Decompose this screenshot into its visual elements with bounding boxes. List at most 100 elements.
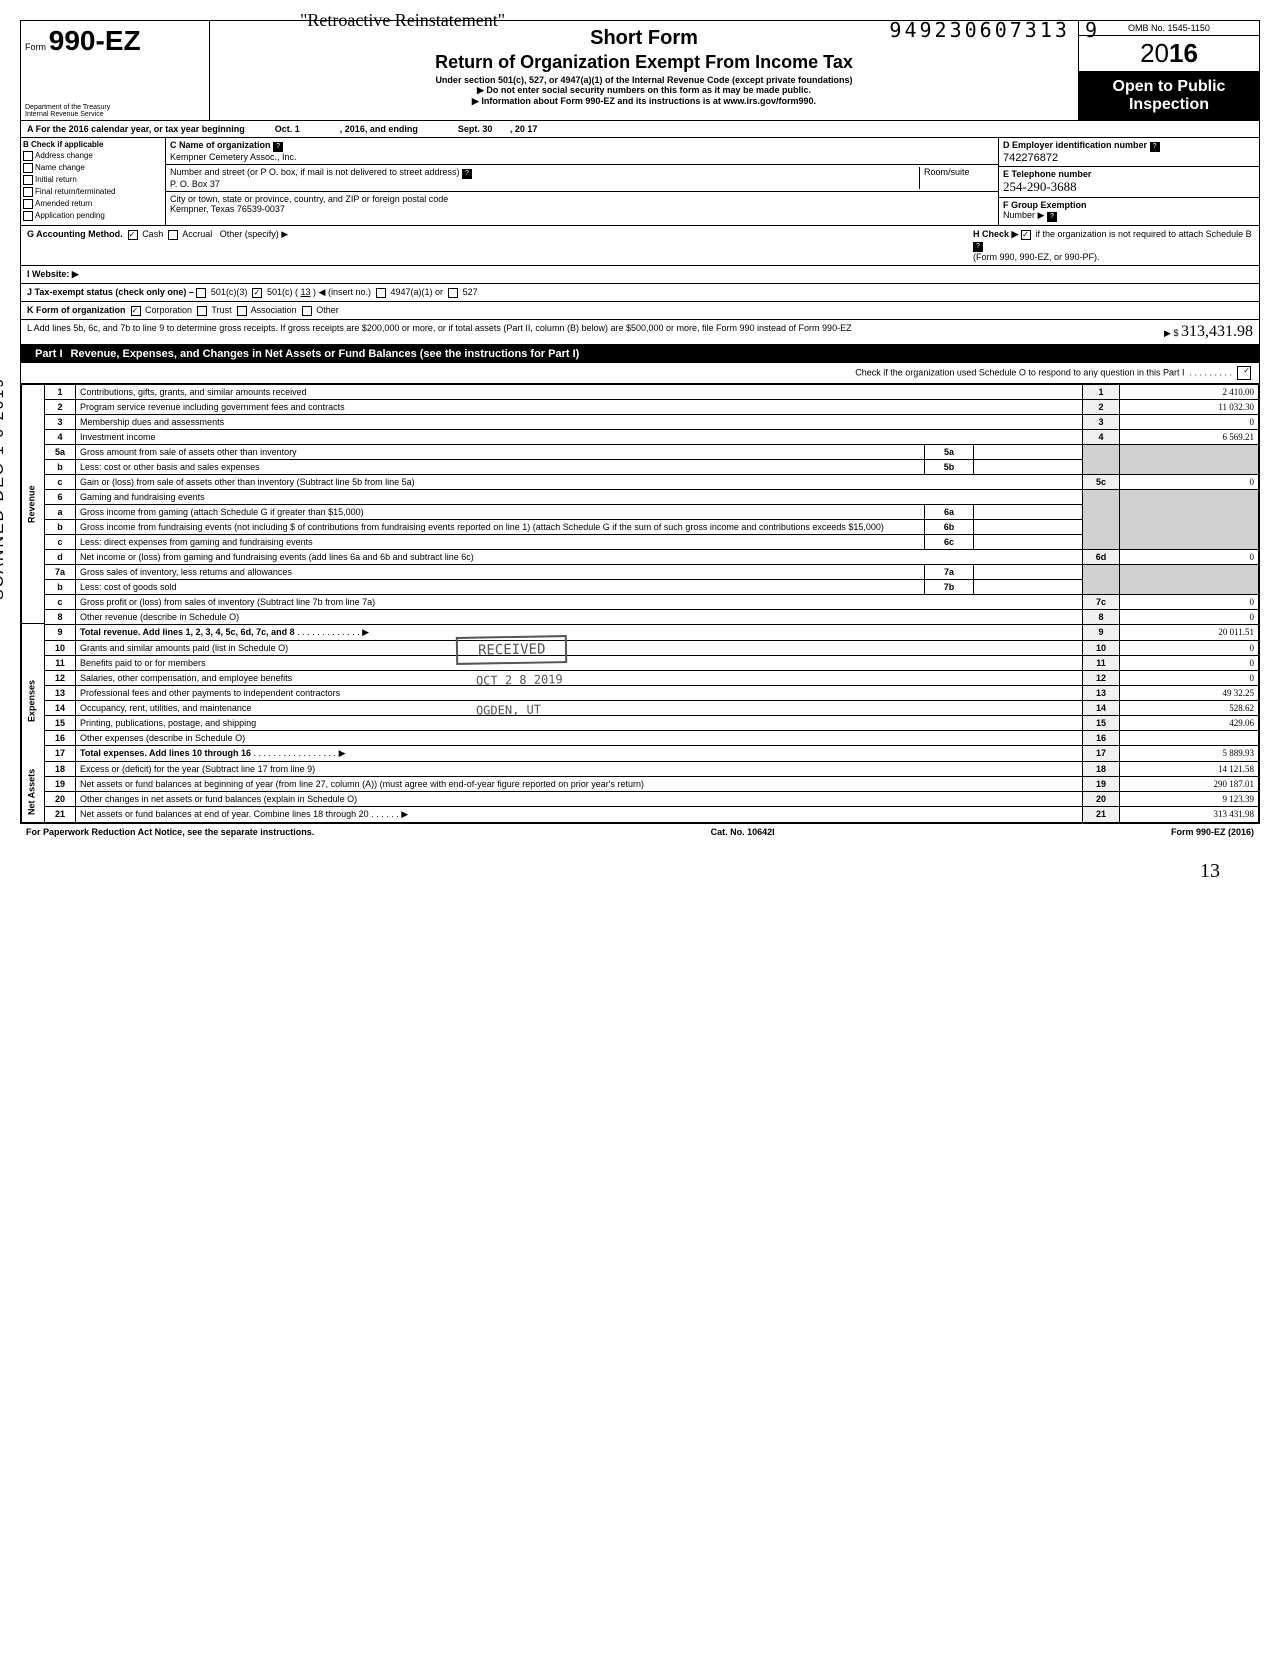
line-3-val: 0 (1120, 414, 1259, 429)
line-num-8: 8 (45, 609, 76, 624)
line-10-desc: Grants and similar amounts paid (list in… (80, 643, 288, 653)
sub-5b: 5b (925, 459, 974, 474)
line-num-14: 14 (45, 700, 76, 715)
line-18-desc: Excess or (deficit) for the year (Subtra… (76, 761, 1083, 776)
year-end-suffix: , 20 17 (510, 124, 538, 134)
line-6-desc: Gaming and fundraising events (76, 489, 1083, 504)
line-6c-desc: Less: direct expenses from gaming and fu… (76, 534, 925, 549)
checkbox-assoc[interactable] (237, 306, 247, 316)
open-public-2: Inspection (1081, 96, 1257, 114)
handwritten-note: "Retroactive Reinstatement" (300, 10, 505, 31)
checkbox-amended[interactable] (23, 199, 33, 209)
help-icon[interactable]: ? (273, 142, 283, 152)
line-1-desc: Contributions, gifts, grants, and simila… (76, 384, 1083, 399)
line-num-9: 9 (45, 624, 76, 640)
section-d-label: D Employer identification number (1003, 140, 1147, 150)
footer-right: Form 990-EZ (2016) (1171, 827, 1254, 837)
checkbox-accrual[interactable] (168, 230, 178, 240)
checkbox-initial-return[interactable] (23, 175, 33, 185)
line-17-desc: Total expenses. Add lines 10 through 16 (80, 748, 251, 758)
line-5a-desc: Gross amount from sale of assets other t… (76, 444, 925, 459)
num-col-13: 13 (1083, 685, 1120, 700)
num-col-21: 21 (1083, 806, 1120, 822)
row-j-label: J Tax-exempt status (check only one) – (27, 287, 194, 297)
line-14-val: 528.62 (1120, 700, 1259, 715)
scanned-stamp: SCANNED DEC 1 0 2019 (0, 377, 8, 600)
checkbox-address-change[interactable] (23, 151, 33, 161)
line-num-10: 10 (45, 640, 76, 655)
checkbox-corp[interactable] (131, 306, 141, 316)
checkbox-other-org[interactable] (302, 306, 312, 316)
received-loc: OGDEN, UT (456, 698, 561, 722)
checkbox-cash[interactable] (128, 230, 138, 240)
checkbox-501c3[interactable] (196, 288, 206, 298)
shaded-7-val (1120, 564, 1259, 594)
section-b-label: B Check if applicable (23, 140, 103, 149)
footer-left: For Paperwork Reduction Act Notice, see … (26, 827, 314, 837)
checkbox-name-change[interactable] (23, 163, 33, 173)
row-k: K Form of organization Corporation Trust… (21, 302, 1259, 320)
line-21-desc: Net assets or fund balances at end of ye… (80, 809, 369, 819)
checkbox-527[interactable] (448, 288, 458, 298)
cash-label: Cash (142, 229, 163, 239)
shaded-6-val (1120, 489, 1259, 549)
opt-501c3: 501(c)(3) (211, 287, 248, 297)
cb-label-2: Name change (35, 163, 85, 172)
line-num-5a: 5a (45, 444, 76, 459)
checkbox-pending[interactable] (23, 211, 33, 221)
line-12-desc: Salaries, other compensation, and employ… (80, 673, 292, 683)
sub-7a-val (974, 564, 1083, 579)
form-prefix: Form (25, 42, 46, 52)
line-num-15: 15 (45, 715, 76, 730)
line-8-val: 0 (1120, 609, 1259, 624)
checkbox-trust[interactable] (197, 306, 207, 316)
num-col-18: 18 (1083, 761, 1120, 776)
cb-label-1: Address change (35, 151, 93, 160)
opt-501c-b: ) ◀ (insert no.) (313, 287, 371, 297)
checkbox-schedule-b[interactable] (1021, 230, 1031, 240)
row-h-text: if the organization is not required to a… (1035, 229, 1251, 239)
line-num-6c: c (45, 534, 76, 549)
num-col-1: 1 (1083, 384, 1120, 399)
part-i-check: Check if the organization used Schedule … (21, 363, 1259, 384)
line-9-desc: Total revenue. Add lines 1, 2, 3, 4, 5c,… (80, 627, 295, 637)
section-de: D Employer identification number ? 74227… (999, 138, 1259, 225)
line-num-6b: b (45, 519, 76, 534)
num-col-16: 16 (1083, 730, 1120, 745)
checkbox-final-return[interactable] (23, 187, 33, 197)
line-num-6d: d (45, 549, 76, 564)
num-col-11: 11 (1083, 655, 1120, 670)
checkbox-schedule-o[interactable] (1237, 366, 1251, 380)
shaded-6 (1083, 489, 1120, 549)
line-11-val: 0 (1120, 655, 1259, 670)
row-a-label: A For the 2016 calendar year, or tax yea… (27, 124, 245, 134)
sub-7b: 7b (925, 579, 974, 594)
sub-6a-val (974, 504, 1083, 519)
opt-4947: 4947(a)(1) or (391, 287, 444, 297)
section-e-label: E Telephone number (1003, 169, 1091, 179)
help-icon[interactable]: ? (462, 169, 472, 179)
shaded-5 (1083, 444, 1120, 474)
help-icon[interactable]: ? (973, 242, 983, 252)
sub-6a: 6a (925, 504, 974, 519)
help-icon[interactable]: ? (1150, 142, 1160, 152)
line-7c-val: 0 (1120, 594, 1259, 609)
line-4-val: 6 569.21 (1120, 429, 1259, 444)
checkbox-4947[interactable] (376, 288, 386, 298)
checkbox-501c[interactable] (252, 288, 262, 298)
revenue-expenses-table: Revenue 1 Contributions, gifts, grants, … (21, 384, 1259, 823)
num-col-14: 14 (1083, 700, 1120, 715)
line-7c-desc: Gross profit or (loss) from sales of inv… (76, 594, 1083, 609)
year-prefix: 20 (1140, 38, 1169, 68)
sub-5a: 5a (925, 444, 974, 459)
check-text: Check if the organization used Schedule … (855, 367, 1184, 377)
line-1-val: 2 410.00 (1120, 384, 1259, 399)
num-col-17: 17 (1083, 745, 1120, 761)
line-num-5c: c (45, 474, 76, 489)
line-19-val: 290 187.01 (1120, 776, 1259, 791)
help-icon[interactable]: ? (1047, 212, 1057, 222)
line-12-val: 0 (1120, 670, 1259, 685)
line-num-7a: 7a (45, 564, 76, 579)
num-col-12: 12 (1083, 670, 1120, 685)
num-col-5c: 5c (1083, 474, 1120, 489)
